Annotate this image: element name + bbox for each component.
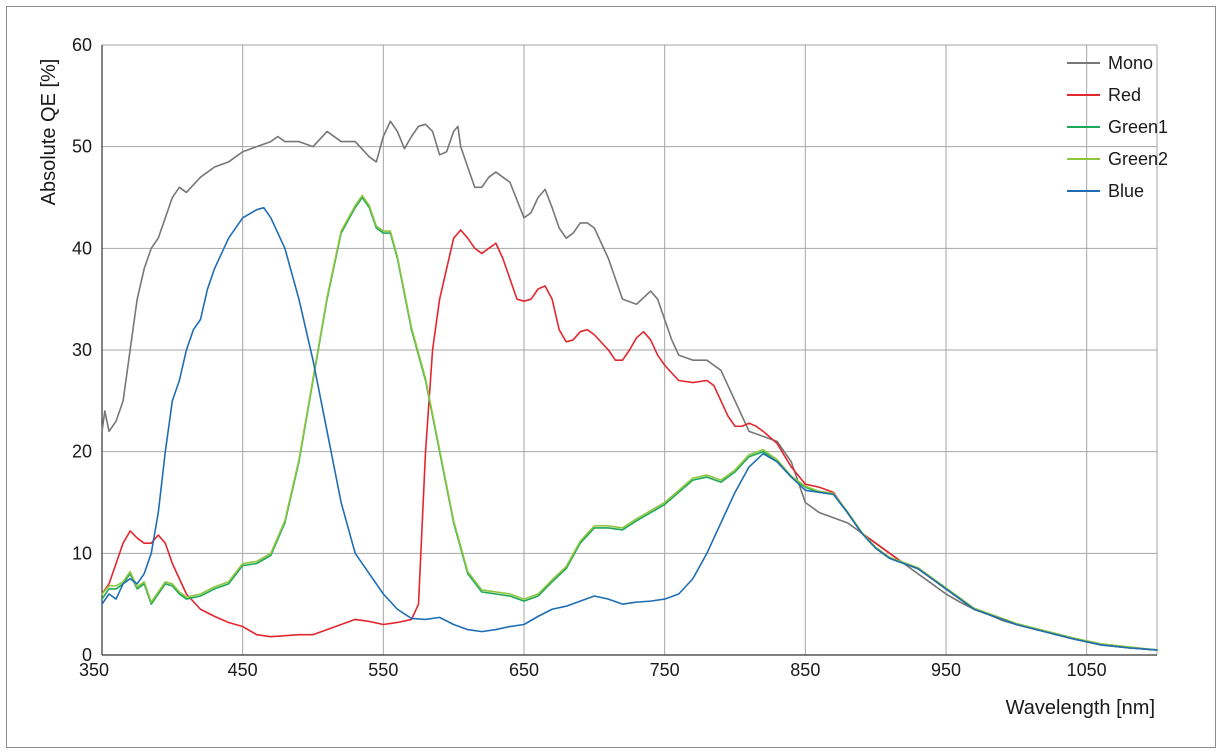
x-tick-label: 450 xyxy=(228,660,258,680)
series-line-blue xyxy=(101,206,1158,651)
qe-line-chart: 350 450 550 650 750 850 950 1050 0 10 20 30 40 50 60 M… xyxy=(38,35,1168,719)
legend: Mono Red Green1 Green2 Blue xyxy=(1067,53,1168,201)
y-tick-label: 50 xyxy=(72,137,92,157)
axes: 350 450 550 650 750 850 950 1050 0 10 20 30 40 50 60 xyxy=(72,35,1157,680)
y-tick-label: 40 xyxy=(72,238,92,258)
legend-label: Mono xyxy=(1108,53,1153,73)
y-tick-label: 10 xyxy=(72,543,92,563)
x-tick-label: 550 xyxy=(368,660,398,680)
series-line-mono xyxy=(101,120,1158,651)
series-line-green2 xyxy=(101,194,1158,651)
x-tick-label: 950 xyxy=(931,660,961,680)
y-tick-label: 60 xyxy=(72,35,92,55)
x-axis-label: Wavelength [nm] xyxy=(1006,697,1155,719)
y-axis-label: Absolute QE [%] xyxy=(38,59,60,206)
x-tick-label: 750 xyxy=(650,660,680,680)
legend-label: Red xyxy=(1108,85,1141,105)
y-tick-label: 30 xyxy=(72,340,92,360)
x-tick-label: 350 xyxy=(79,660,109,680)
y-tick-label: 20 xyxy=(72,442,92,462)
series-line-green1 xyxy=(101,196,1158,651)
y-tick-label: 0 xyxy=(82,645,92,665)
chart-frame: 350 450 550 650 750 850 950 1050 0 10 20 30 40 50 60 M… xyxy=(6,6,1216,748)
x-tick-label: 1050 xyxy=(1067,660,1107,680)
series-line-red xyxy=(101,229,1158,651)
legend-label: Blue xyxy=(1108,181,1144,201)
series-lines xyxy=(101,120,1158,651)
x-tick-label: 650 xyxy=(509,660,539,680)
legend-label: Green1 xyxy=(1108,117,1168,137)
grid xyxy=(101,44,1158,655)
x-tick-label: 850 xyxy=(790,660,820,680)
legend-label: Green2 xyxy=(1108,149,1168,169)
